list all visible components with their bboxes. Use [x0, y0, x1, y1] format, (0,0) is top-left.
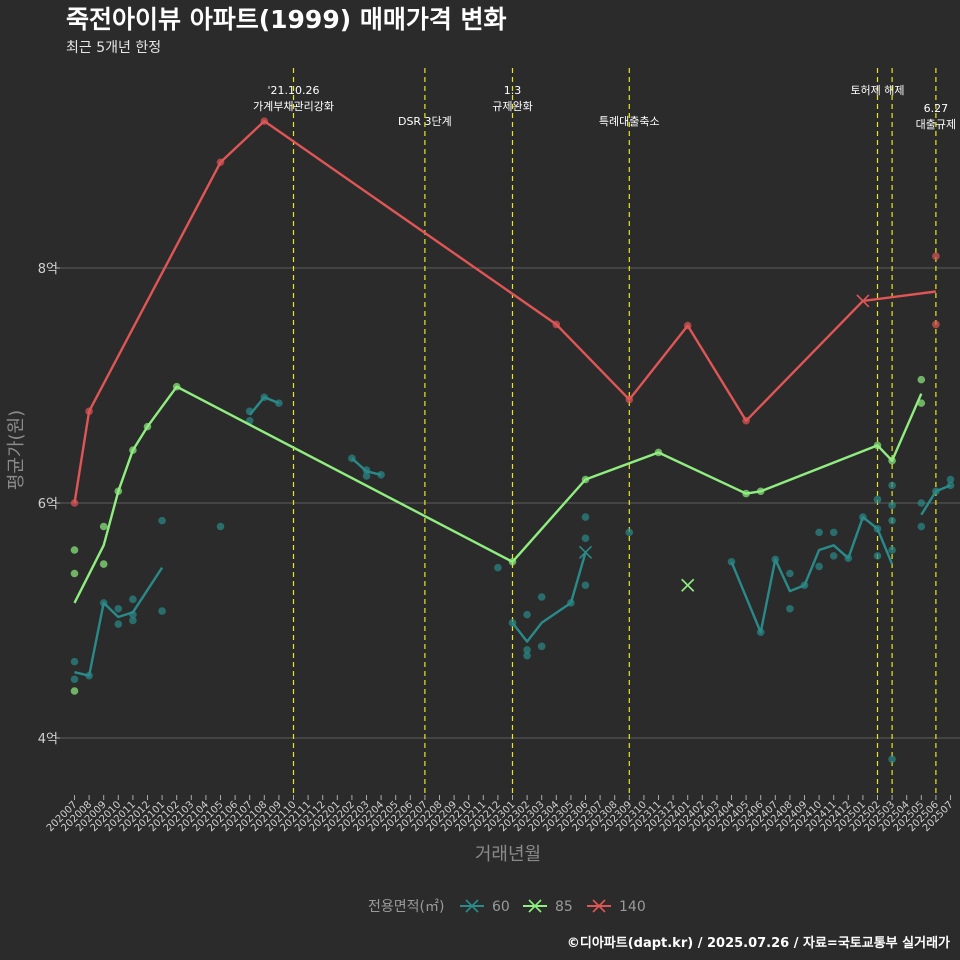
event-label-202207-0: DSR 3단계 [398, 115, 452, 128]
point-60-28 [581, 513, 590, 521]
point-85-1 [70, 569, 79, 578]
point-60-19 [377, 471, 385, 479]
y-tick-label-1: 6억 [38, 497, 58, 512]
event-label-202301-0: 1.3 [504, 84, 522, 97]
line-60-0 [74, 566, 164, 677]
chart-subtitle: 최근 5개년 한정 [66, 40, 161, 56]
event-label-202309-0: 특례대출축소 [599, 115, 660, 128]
point-60-30 [581, 581, 590, 590]
x-axis-label: 거래년월 [475, 844, 541, 865]
legend-item-85: 85 [523, 899, 573, 915]
point-60-38 [815, 528, 823, 537]
point-60-29 [581, 534, 590, 543]
point-85-4 [99, 560, 108, 568]
series-140 [70, 117, 940, 507]
event-label-202301-1: 규제완화 [492, 100, 532, 113]
point-60-5 [114, 620, 123, 628]
x-axis-ticks: 2020072020082020092020102020112020122021… [45, 795, 956, 834]
legend-title: 전용면적(㎡) [368, 899, 444, 915]
point-85-2 [70, 687, 79, 695]
line-60-4 [730, 515, 894, 634]
point-60-36 [786, 604, 794, 613]
point-60-50 [888, 546, 896, 554]
point-60-24 [523, 610, 531, 619]
point-85-16 [917, 375, 926, 384]
point-140-8 [932, 252, 940, 261]
point-60-20 [494, 563, 502, 572]
point-60-9 [158, 516, 166, 525]
point-60-1 [70, 675, 79, 684]
point-60-53 [917, 522, 926, 531]
legend-item-60: 60 [460, 899, 510, 915]
point-60-8 [129, 595, 137, 604]
event-label-202506-1: 대출규제 [916, 118, 956, 131]
line-60-5 [920, 484, 951, 516]
point-60-0 [70, 657, 79, 666]
point-85-3 [99, 522, 108, 531]
point-60-26 [537, 642, 546, 651]
source-caption: ©디아파트(dapt.kr) / 2025.07.26 / 자료=국토교통부 실… [567, 935, 950, 951]
point-60-41 [829, 528, 838, 537]
point-140-9 [932, 320, 940, 329]
point-60-10 [158, 607, 166, 615]
cross-140-0 [856, 294, 870, 308]
legend-label-140: 140 [619, 899, 646, 915]
y-axis-label: 평균가(원) [6, 410, 27, 490]
legend: 전용면적(㎡) 60 85 140 [368, 899, 646, 915]
line-85-0 [73, 385, 923, 604]
line-60-3 [511, 552, 587, 643]
legend-label-85: 85 [555, 899, 573, 915]
data-series [70, 117, 955, 763]
cross-85-0 [681, 578, 695, 592]
point-60-47 [888, 481, 896, 490]
point-85-0 [70, 546, 79, 554]
point-60-25 [537, 593, 546, 601]
event-label-202506-0: 6.27 [924, 102, 949, 115]
point-60-44 [873, 495, 882, 504]
point-85-17 [917, 399, 926, 407]
event-label-202110-1: 가계부채관리강화 [253, 100, 334, 113]
point-60-49 [888, 516, 896, 525]
legend-label-60: 60 [492, 899, 510, 915]
point-60-35 [786, 569, 794, 578]
point-60-22 [523, 646, 531, 654]
y-tick-label-0: 4억 [38, 732, 58, 747]
point-60-51 [888, 755, 896, 763]
cross-60-0 [578, 545, 593, 559]
chart-title: 죽전아이뷰 아파트(1999) 매매가격 변화 [66, 5, 507, 34]
line-60-2 [351, 457, 382, 476]
event-label-202502-0: 토허제 해제 [850, 83, 904, 97]
grid-lines [60, 267, 960, 739]
point-60-31 [625, 528, 634, 537]
series-60 [70, 393, 955, 763]
point-60-23 [523, 651, 531, 660]
event-label-202110-0: '21.10.26 [267, 84, 319, 97]
line-140-0 [73, 119, 937, 504]
point-60-18 [362, 472, 371, 480]
point-60-4 [114, 604, 123, 613]
point-60-52 [917, 499, 926, 507]
point-60-46 [873, 552, 882, 560]
line-60-1 [248, 396, 280, 416]
legend-item-140: 140 [587, 899, 646, 915]
y-axis-ticks: 4억 6억 8억 [38, 262, 60, 747]
series-85 [70, 375, 926, 695]
point-60-39 [815, 562, 823, 571]
point-60-40 [829, 552, 838, 560]
point-60-55 [946, 475, 955, 484]
point-60-11 [216, 522, 225, 531]
y-tick-label-2: 8억 [38, 262, 58, 277]
point-60-7 [129, 616, 137, 625]
point-60-48 [888, 501, 896, 510]
